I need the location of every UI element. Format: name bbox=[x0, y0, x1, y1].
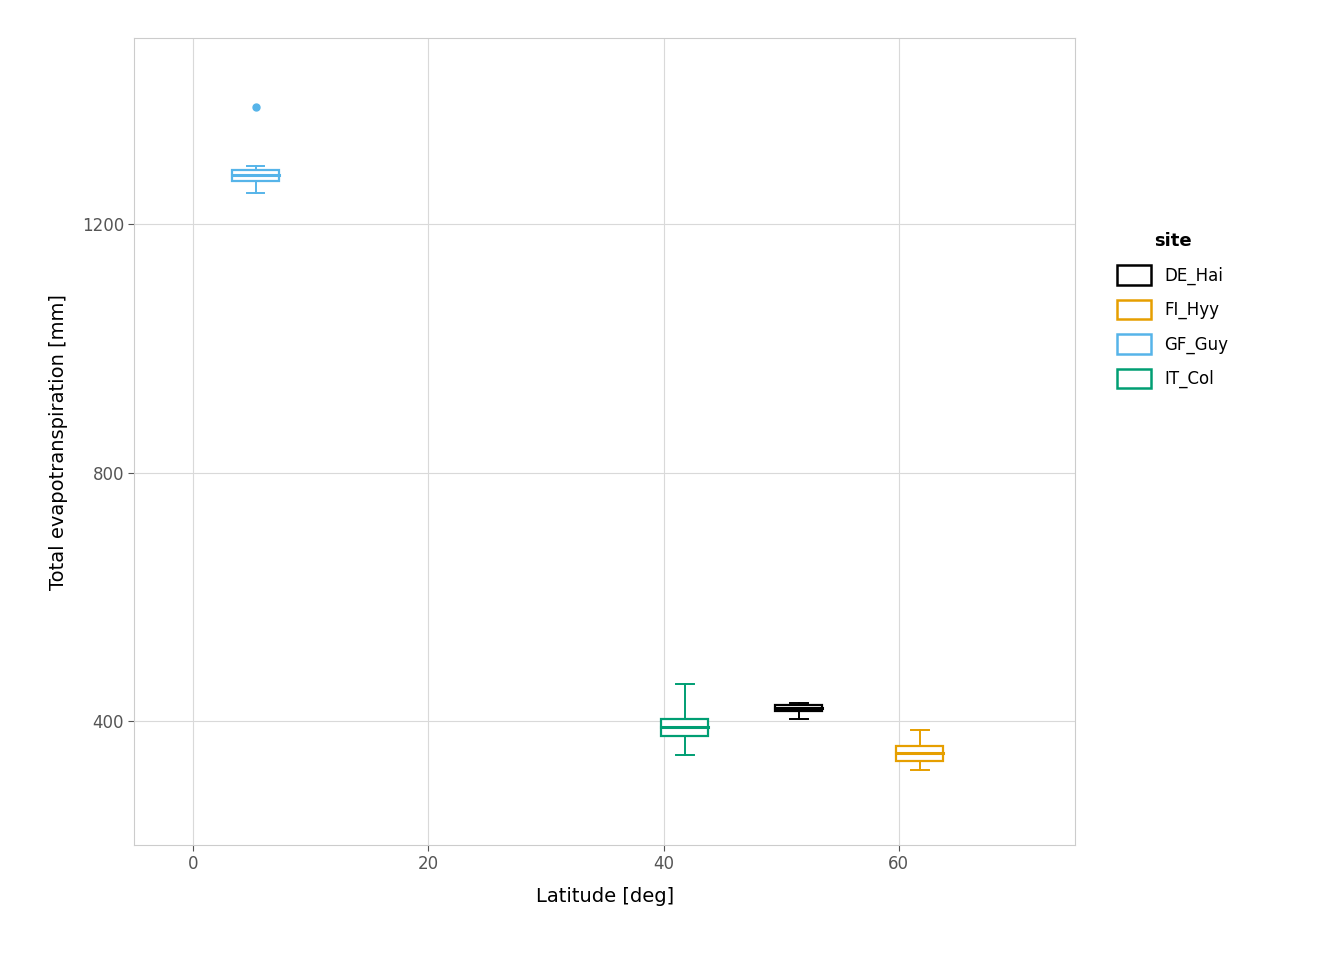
Bar bbox=[775, 705, 823, 711]
Bar bbox=[896, 746, 943, 761]
X-axis label: Latitude [deg]: Latitude [deg] bbox=[536, 887, 673, 906]
Y-axis label: Total evapotranspiration [mm]: Total evapotranspiration [mm] bbox=[48, 294, 67, 589]
Legend: DE_Hai, FI_Hyy, GF_Guy, IT_Col: DE_Hai, FI_Hyy, GF_Guy, IT_Col bbox=[1109, 224, 1236, 396]
Bar bbox=[661, 719, 708, 736]
Bar bbox=[233, 170, 280, 181]
